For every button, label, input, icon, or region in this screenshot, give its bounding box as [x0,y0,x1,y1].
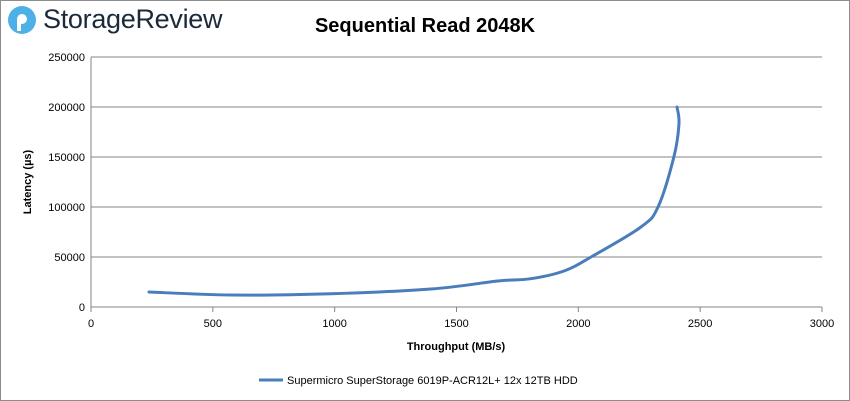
y-tick-label: 50000 [54,252,85,264]
legend-label: Supermicro SuperStorage 6019P-ACR12L+ 12… [287,375,578,387]
logo-text: StorageReview [43,4,223,34]
x-axis-label: Throughput (MB/s) [407,341,506,353]
y-tick-label: 250000 [48,52,85,64]
logo-icon [8,5,36,34]
series-line [147,105,681,297]
x-tick-label: 1500 [444,318,468,330]
chart-title: Sequential Read 2048K [314,15,536,37]
y-tick-label: 100000 [48,202,85,214]
y-axis-label: Latency (µs) [22,149,34,214]
x-tick-label: 2500 [688,318,712,330]
y-tick-label: 150000 [48,152,85,164]
x-tick-label: 0 [88,318,94,330]
storagereview-logo: StorageReview [7,4,223,35]
y-tick-label: 0 [79,302,85,314]
x-tick-label: 3000 [810,318,834,330]
x-tick-label: 1000 [322,318,346,330]
y-tick-label: 200000 [48,102,85,114]
x-tick-label: 2000 [566,318,590,330]
x-tick-label: 500 [204,318,222,330]
